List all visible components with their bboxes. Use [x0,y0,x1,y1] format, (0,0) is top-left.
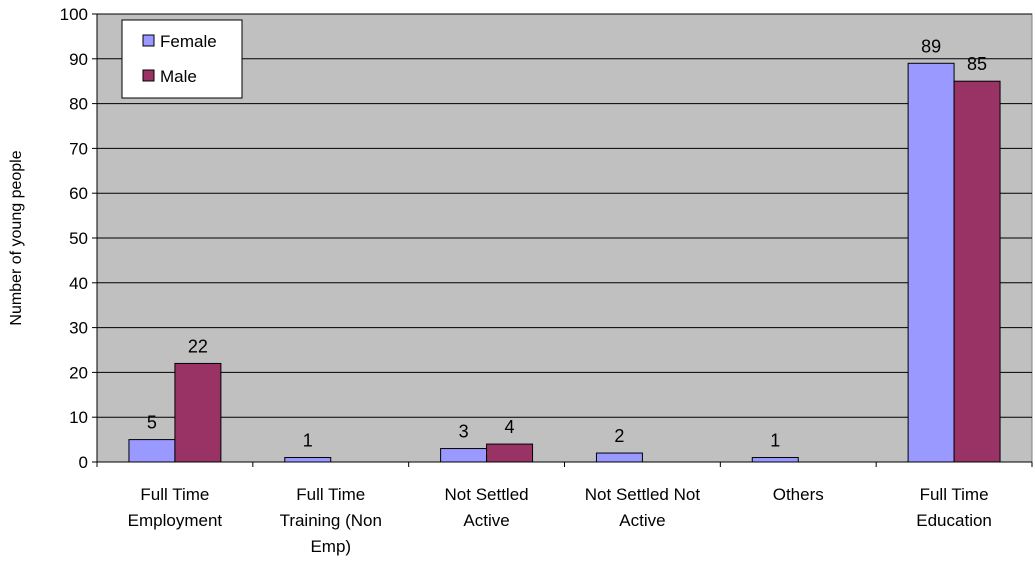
gridlines [97,13,1032,418]
category-label: Emp) [310,537,351,556]
bar-female [440,448,488,463]
data-label: 5 [147,413,157,433]
y-tick-label: 0 [79,453,88,472]
legend-swatch-female [142,34,155,47]
bar-male [953,80,1001,463]
bar-female [128,439,176,463]
bar-male [174,362,222,463]
category-label: Not Settled [445,485,529,504]
category-label: Training (Non [280,511,382,530]
y-tick-label: 30 [69,319,88,338]
data-labels: 5 1 3 2 1 89 22 4 85 [147,36,987,450]
category-label: Education [916,511,992,530]
bar-female [751,457,799,463]
bar-female [907,62,955,463]
data-label: 22 [188,336,208,356]
x-axis [96,461,1033,467]
y-tick-label: 80 [69,95,88,114]
category-label: Full Time [920,485,989,504]
category-label: Not Settled Not [585,485,701,504]
bars [128,62,1001,463]
category-label: Employment [128,511,223,530]
y-tick-label: 100 [60,5,88,24]
category-label: Full Time [140,485,209,504]
y-axis-ticks: 0 10 20 30 40 50 60 70 80 90 100 [60,5,98,472]
legend-swatch-male [142,69,155,82]
data-label: 89 [921,36,941,56]
category-label: Active [463,511,509,530]
bar-female [595,452,643,463]
y-tick-label: 10 [69,408,88,427]
data-label: 4 [505,417,515,437]
y-tick-label: 70 [69,139,88,158]
data-label: 3 [459,422,469,442]
y-tick-label: 50 [69,229,88,248]
bar-female [284,457,332,463]
legend: Female Male [121,19,243,99]
y-tick-label: 60 [69,184,88,203]
category-label: Full Time [296,485,365,504]
data-label: 1 [303,431,313,451]
category-label: Active [619,511,665,530]
y-tick-label: 20 [69,363,88,382]
legend-label-male: Male [160,67,197,86]
legend-label-female: Female [160,32,217,51]
data-label: 1 [770,431,780,451]
data-label: 2 [614,426,624,446]
bar-male [486,443,534,463]
y-tick-label: 90 [69,50,88,69]
category-labels: Full Time Employment Full Time Training (No… [128,485,992,556]
y-axis-title: Number of young people [8,150,25,325]
category-label: Others [773,485,824,504]
y-tick-label: 40 [69,274,88,293]
data-label: 85 [967,54,987,74]
